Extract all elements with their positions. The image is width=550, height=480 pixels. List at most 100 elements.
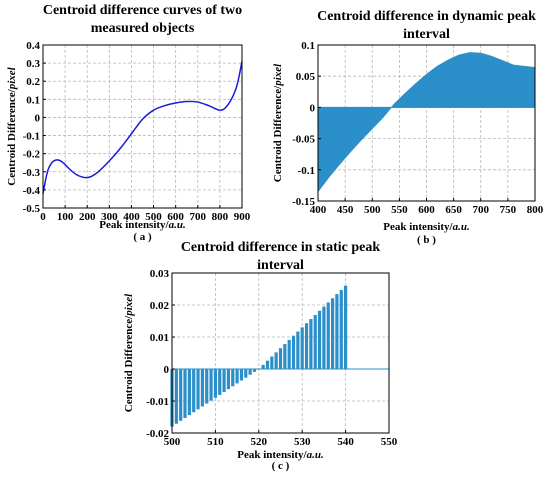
x-tick-label: 530 (294, 436, 311, 448)
series-area (317, 52, 536, 193)
bar (252, 369, 257, 372)
chart-panel-a: Centroid difference curves of two measure… (6, 3, 251, 243)
y-tick-label: -0.1 (23, 131, 40, 143)
x-tick-label: 900 (234, 211, 251, 223)
x-axis-label-main: Peak intensity/ (99, 219, 169, 231)
y-axis-label-unit: pixel (272, 63, 284, 87)
x-axis-label-unit: a.u. (453, 221, 470, 233)
bar (239, 369, 244, 381)
x-tick-label: 500 (364, 204, 381, 216)
y-tick-label: -0.5 (23, 203, 41, 215)
y-tick-label: 0.4 (26, 40, 40, 52)
y-tick-label: -0.05 (292, 134, 315, 146)
x-tick-label: 540 (337, 436, 354, 448)
bar (261, 364, 265, 369)
x-axis-label-main: Peak intensity/ (237, 449, 307, 461)
chart-title-line: Centroid difference curves of two (43, 3, 242, 18)
bar (200, 369, 204, 407)
y-axis-label-main: Centroid Difference/ (6, 88, 18, 185)
y-tick-label: -0.2 (23, 149, 41, 161)
y-axis-label-unit: pixel (123, 293, 135, 317)
x-tick-label: 0 (40, 211, 46, 223)
bar (330, 298, 335, 369)
bar (179, 369, 183, 421)
y-axis-label-main: Centroid Difference/ (272, 85, 284, 182)
y-axis-label: Centroid Difference/pixel (6, 66, 18, 185)
x-tick-label: 550 (391, 204, 408, 216)
y-tick-label: -0.3 (23, 167, 41, 179)
y-axis-label: Centroid Difference/pixel (272, 63, 284, 182)
bar (196, 369, 200, 410)
bar (304, 323, 309, 369)
x-axis-label-unit: a.u. (169, 219, 186, 231)
panel-caption: ( b ) (417, 234, 436, 246)
x-tick-label: 750 (500, 204, 517, 216)
x-tick-label: 700 (190, 211, 207, 223)
x-tick-label: 400 (310, 204, 327, 216)
x-tick-label: 650 (445, 204, 462, 216)
x-tick-label: 500 (164, 436, 181, 448)
x-tick-label: 500 (145, 211, 162, 223)
chart-title-line: Centroid difference in dynamic peak (317, 9, 536, 24)
y-tick-label: -0.02 (146, 428, 169, 440)
plot-frame (42, 44, 243, 209)
bar (313, 314, 317, 369)
x-tick-label: 510 (207, 436, 224, 448)
x-tick-label: 520 (251, 436, 268, 448)
y-tick-label: -0.15 (292, 196, 315, 208)
plot-frame (171, 272, 390, 434)
bar (270, 356, 274, 369)
y-axis-label: Centroid Difference/pixel (123, 293, 135, 412)
bar (174, 369, 178, 424)
y-tick-label: 0.02 (150, 300, 170, 312)
bar (244, 369, 248, 378)
x-tick-label: 600 (418, 204, 435, 216)
chart-title-line: measured objects (91, 21, 195, 36)
panel-caption: ( c ) (272, 460, 290, 472)
bar (274, 352, 278, 369)
bar (209, 369, 213, 401)
x-tick-label: 200 (79, 211, 96, 223)
bar (278, 348, 283, 369)
bar (265, 360, 270, 369)
bar (231, 369, 235, 387)
bar (335, 294, 339, 369)
y-tick-label: 0.05 (296, 71, 316, 83)
bar (248, 369, 252, 375)
bar (222, 369, 226, 393)
bar (213, 369, 217, 398)
bar (344, 285, 348, 369)
bar (205, 369, 209, 404)
x-tick-label: 450 (337, 204, 354, 216)
bar (187, 369, 191, 416)
chart-panel-b: Centroid difference in dynamic peak inter… (272, 9, 544, 246)
bar (309, 319, 313, 369)
chart-title-line: interval (403, 27, 450, 42)
x-tick-label: 400 (123, 211, 140, 223)
series-line (42, 61, 243, 194)
y-tick-label: -0.1 (298, 165, 315, 177)
chart-panel-c: Centroid difference in static peak interv… (123, 240, 398, 472)
x-axis-label: Peak intensity/a.u. (383, 221, 470, 233)
x-tick-label: 700 (473, 204, 490, 216)
bar (300, 327, 304, 369)
y-tick-label: 0.01 (150, 332, 169, 344)
bar (326, 302, 330, 369)
y-tick-label: 0.3 (26, 58, 40, 70)
bar (283, 344, 287, 369)
bar (317, 310, 322, 369)
bar (296, 331, 300, 369)
x-tick-label: 800 (527, 204, 544, 216)
x-tick-label: 300 (101, 211, 118, 223)
y-tick-label: 0.2 (26, 76, 40, 88)
y-axis-label-main: Centroid Difference/ (123, 315, 135, 412)
x-tick-label: 800 (212, 211, 229, 223)
bar (226, 369, 231, 390)
bar (192, 369, 196, 413)
x-axis-label: Peak intensity/a.u. (237, 449, 324, 461)
bar (235, 369, 239, 384)
x-tick-label: 550 (381, 436, 398, 448)
y-tick-label: 0.1 (301, 40, 315, 52)
y-tick-label: -0.4 (23, 185, 41, 197)
